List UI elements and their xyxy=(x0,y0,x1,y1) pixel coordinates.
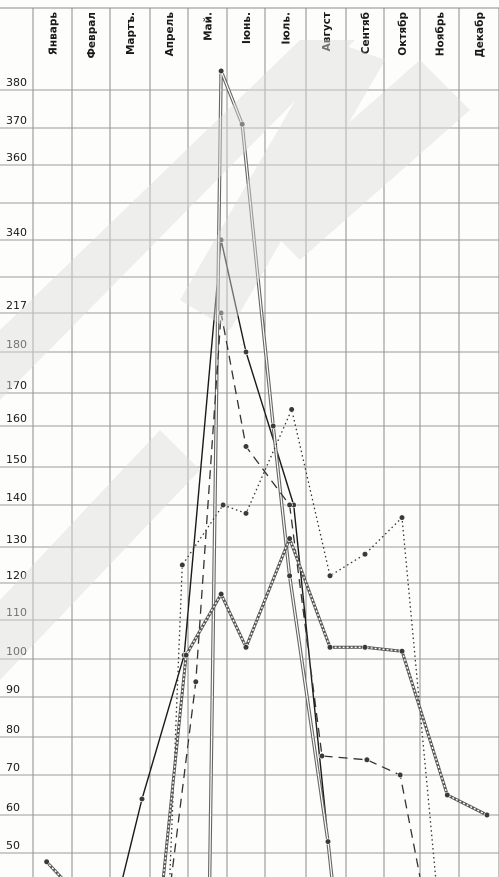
y-tick-label-7: 160 xyxy=(6,412,27,425)
series-2-point-3 xyxy=(242,443,250,450)
series-4-inner xyxy=(46,536,488,877)
series-0-point-4 xyxy=(242,348,250,356)
series-4-point-9 xyxy=(398,648,406,655)
month-label-9: Октябр xyxy=(397,12,409,56)
month-label-4: Май. xyxy=(203,12,215,41)
series-3-point-1 xyxy=(179,561,186,569)
series-2-point-1 xyxy=(192,678,199,685)
series-4-point-10 xyxy=(444,791,451,799)
month-label-6: Іюль. xyxy=(281,12,293,44)
y-tick-label-18: 50 xyxy=(6,839,20,852)
series-4-point-8 xyxy=(361,644,369,651)
y-tick-label-0: 380 xyxy=(6,76,27,89)
series-4-point-6 xyxy=(286,535,293,542)
series-4-point-11 xyxy=(483,811,491,819)
month-label-5: Іюнь. xyxy=(241,12,253,44)
series-3-point-4 xyxy=(288,406,295,413)
month-label-3: Апрель xyxy=(164,12,176,57)
series-layer xyxy=(43,67,491,877)
series-1-point-2 xyxy=(239,121,246,128)
month-label-10: Ноябрь xyxy=(435,12,447,57)
y-tick-label-10: 130 xyxy=(6,533,27,546)
y-tick-label-2: 360 xyxy=(6,151,27,164)
month-label-2: Мартъ. xyxy=(125,12,137,55)
series-4-point-7 xyxy=(326,644,334,651)
y-tick-label-13: 100 xyxy=(6,645,27,658)
y-tick-label-1: 370 xyxy=(6,114,27,127)
month-label-8: Сентяб xyxy=(360,12,372,54)
series-4-outer xyxy=(45,537,488,877)
month-label-11: Декабр xyxy=(474,12,486,58)
series-2-point-5 xyxy=(318,752,326,760)
grid-lines xyxy=(0,7,499,877)
series-3-point-7 xyxy=(398,514,406,521)
y-tick-label-3: 340 xyxy=(6,226,27,239)
series-4-point-3 xyxy=(183,651,190,659)
series-3-point-2 xyxy=(220,501,227,509)
y-tick-label-16: 70 xyxy=(6,761,20,774)
series-4-point-4 xyxy=(218,590,225,598)
series-3-line xyxy=(169,408,437,877)
series-2-point-2 xyxy=(218,309,225,317)
month-label-0: Январь xyxy=(48,12,60,56)
series-1-point-4 xyxy=(286,572,293,579)
y-tick-label-12: 110 xyxy=(6,606,27,619)
month-label-7: Август xyxy=(321,11,333,51)
y-tick-label-15: 80 xyxy=(6,723,20,736)
axis-labels: Январь Феврал Мартъ. Апрель Май. Іюнь. Іюль. Ав… xyxy=(6,11,486,852)
series-1-point-3 xyxy=(270,422,277,430)
y-tick-label-5: 180 xyxy=(6,338,27,351)
series-4-point-5 xyxy=(242,644,250,651)
series-2-point-7 xyxy=(397,771,404,779)
series-2-point-6 xyxy=(363,756,371,763)
y-tick-label-11: 120 xyxy=(6,569,27,582)
month-label-1: Феврал xyxy=(86,12,98,58)
y-tick-label-9: 140 xyxy=(6,491,27,504)
series-1-point-5 xyxy=(324,838,332,845)
series-2-point-4 xyxy=(286,501,293,509)
series-1-inner xyxy=(209,70,333,877)
series-3-point-5 xyxy=(326,572,334,579)
series-0-point-1 xyxy=(138,795,146,803)
y-tick-label-17: 60 xyxy=(6,801,20,814)
series-3-point-3 xyxy=(242,510,250,517)
y-tick-label-4: 217 xyxy=(6,299,27,312)
y-tick-label-14: 90 xyxy=(6,683,20,696)
y-tick-label-6: 170 xyxy=(6,379,27,392)
y-tick-label-8: 150 xyxy=(6,453,27,466)
series-1-point-1 xyxy=(218,67,225,75)
series-3-point-6 xyxy=(361,551,369,558)
series-4-point-0 xyxy=(43,858,50,865)
